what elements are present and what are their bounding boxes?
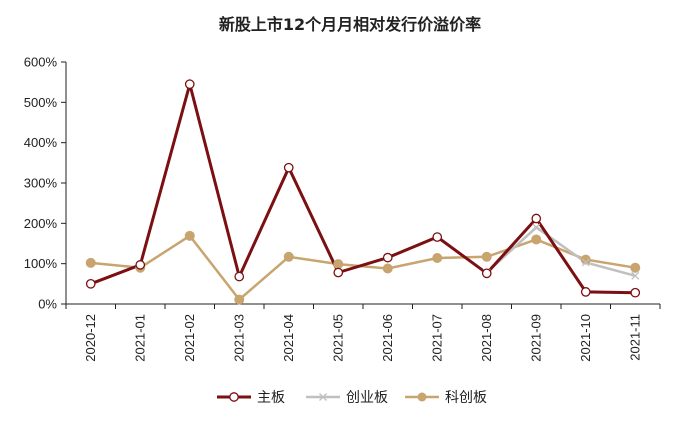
data-point [85,278,96,289]
x-tick-label: 2021-03 [231,314,246,362]
data-point [432,232,443,242]
legend-label: 主板 [257,390,285,406]
series-line-1 [485,225,636,278]
data-point [580,254,591,265]
data-point [283,251,294,262]
x-tick-label: 2021-09 [528,314,543,362]
data-point [631,271,640,280]
chart-title: 新股上市12个月月相对发行价溢价率 [218,15,482,34]
data-point [184,230,195,241]
x-tick-label: 2021-10 [578,314,593,362]
x-tick-label: 2021-01 [132,314,147,362]
data-point [234,294,245,305]
data-point [630,262,641,273]
y-tick-label: 600% [24,55,58,70]
data-point [382,263,393,274]
x-tick-label: 2021-11 [627,314,642,361]
y-tick-label: 100% [24,256,58,271]
data-point [234,271,245,282]
data-point [531,234,542,245]
data-point [333,267,344,278]
x-tick-label: 2021-05 [330,314,345,362]
y-tick-label: 400% [24,135,58,150]
data-point [85,257,96,268]
legend-marker [417,392,427,402]
data-point [481,268,492,279]
data-point [382,252,393,263]
data-point [531,213,542,224]
data-point [184,79,195,90]
y-tick-label: 0% [38,297,57,312]
legend-label: 创业板 [346,390,388,406]
legend-marker [319,393,327,401]
data-point [283,162,294,173]
legend: 主板 创业板 科创板 [217,390,487,406]
data-point [333,259,344,270]
data-point [432,253,443,264]
y-tick-label: 300% [24,176,58,191]
x-tick-label: 2020-12 [83,314,98,362]
data-point [580,287,591,297]
legend-label: 科创板 [445,390,487,406]
axes: 0% 100% 200% 300% 400% 500% 600% 2020-12 2021-01… [24,55,661,362]
x-tick-label: 2021-06 [380,314,395,362]
x-tick-label: 2021-07 [429,314,444,362]
y-tick-label: 500% [24,95,58,110]
data-point [581,258,590,267]
data-point [532,223,541,232]
y-tick-label: 200% [24,216,58,231]
x-tick-label: 2021-04 [281,314,296,362]
series-line-0 [90,78,636,295]
data-point [481,251,492,262]
x-tick-label: 2021-02 [182,314,197,362]
series-layer [85,78,641,305]
legend-marker [229,392,239,402]
data-point [630,287,641,298]
x-tick-label: 2021-08 [479,314,494,362]
data-point [135,260,146,270]
